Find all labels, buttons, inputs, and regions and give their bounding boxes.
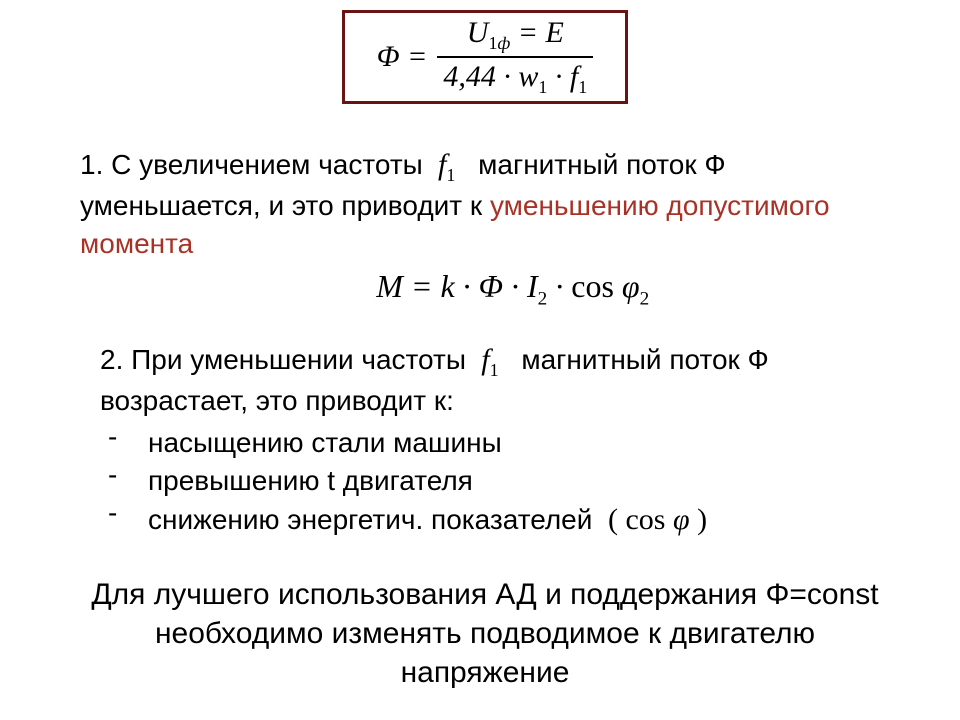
- list-item: снижению энергетич. показателей ( cos φ …: [128, 500, 890, 541]
- bullet-list: насыщению стали машины превышению t двиг…: [100, 424, 890, 540]
- paragraph-2: 2. При уменьшении частоты f1 магнитный п…: [100, 340, 890, 540]
- main-formula-box: Φ = U1ф = E 4,44 · w1 · f1: [342, 10, 628, 104]
- paragraph-1: 1. С увеличением частоты f1 магнитный по…: [80, 145, 890, 312]
- list-item: насыщению стали машины: [128, 424, 890, 462]
- formula-denominator: 4,44 · w1 · f1: [437, 58, 593, 98]
- cos-phi: ( cos φ ): [608, 503, 707, 536]
- p1-number: 1.: [80, 149, 103, 180]
- list-item: превышению t двигателя: [128, 462, 890, 500]
- p2-number: 2.: [100, 344, 123, 375]
- slide: Φ = U1ф = E 4,44 · w1 · f1 1. С увеличен…: [0, 0, 960, 720]
- p1-prefix: С увеличением частоты: [111, 149, 423, 180]
- formula-numerator: U1ф = E: [461, 16, 570, 56]
- f1-symbol: f1: [431, 148, 471, 181]
- main-formula: Φ = U1ф = E 4,44 · w1 · f1: [377, 16, 593, 97]
- moment-formula: M = k · Φ · I2 · cos φ2: [376, 265, 649, 312]
- p2-prefix: При уменьшении частоты: [131, 344, 466, 375]
- f1-symbol-2: f1: [474, 343, 514, 376]
- conclusion: Для лучшего использования АД и поддержан…: [80, 575, 890, 692]
- formula-lhs: Φ =: [377, 40, 428, 74]
- formula-fraction: U1ф = E 4,44 · w1 · f1: [437, 16, 593, 97]
